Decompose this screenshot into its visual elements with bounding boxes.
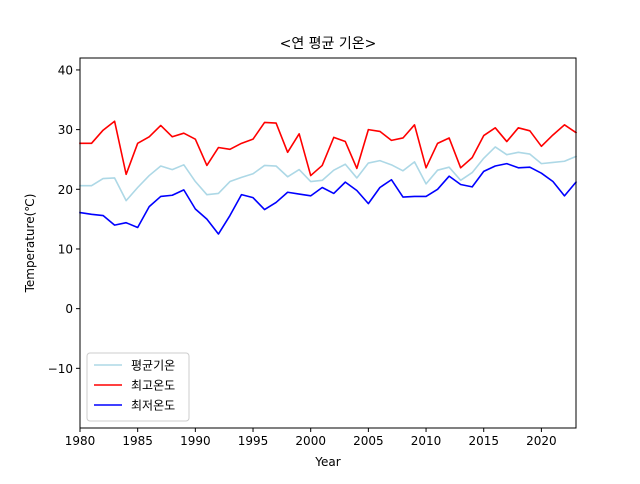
- y-axis-label: Temperature(℃): [23, 194, 37, 294]
- legend-label-1: 최고온도: [131, 379, 175, 393]
- x-tick-label: 1985: [122, 434, 153, 448]
- x-tick-label: 2015: [468, 434, 499, 448]
- series-line-2: [79, 162, 578, 235]
- x-axis-label: Year: [314, 455, 340, 469]
- x-tick-label: 2000: [295, 434, 326, 448]
- y-tick-label: 30: [58, 123, 73, 137]
- y-tick-label: −10: [48, 362, 73, 376]
- x-tick-label: 1990: [180, 434, 211, 448]
- x-tick-label: 1980: [65, 434, 96, 448]
- plot-frame: [79, 57, 577, 429]
- series-line-1: [79, 120, 578, 177]
- plot-area: 1980 1985 1990 1995 2000 2005 2010 2015 2020 −10…: [48, 57, 578, 448]
- y-tick-label: 0: [65, 302, 73, 316]
- y-axis-ticks: −10 0 10 20 30 40: [48, 63, 80, 376]
- x-tick-label: 2010: [411, 434, 442, 448]
- x-axis-ticks: 1980 1985 1990 1995 2000 2005 2010 2015 2020: [65, 428, 557, 448]
- legend-label-0: 평균기온: [131, 359, 175, 373]
- legend-label-2: 최저온도: [131, 399, 175, 413]
- y-tick-label: 10: [58, 242, 73, 256]
- x-tick-label: 2005: [353, 434, 384, 448]
- x-tick-label: 2020: [526, 434, 557, 448]
- chart-title: <연 평균 기온>: [280, 36, 377, 52]
- legend-box: [86, 352, 190, 422]
- series-line-0: [79, 146, 578, 202]
- x-tick-label: 1995: [238, 434, 269, 448]
- series-layer: [79, 120, 578, 235]
- y-tick-label: 20: [58, 183, 73, 197]
- y-tick-label: 40: [58, 63, 73, 77]
